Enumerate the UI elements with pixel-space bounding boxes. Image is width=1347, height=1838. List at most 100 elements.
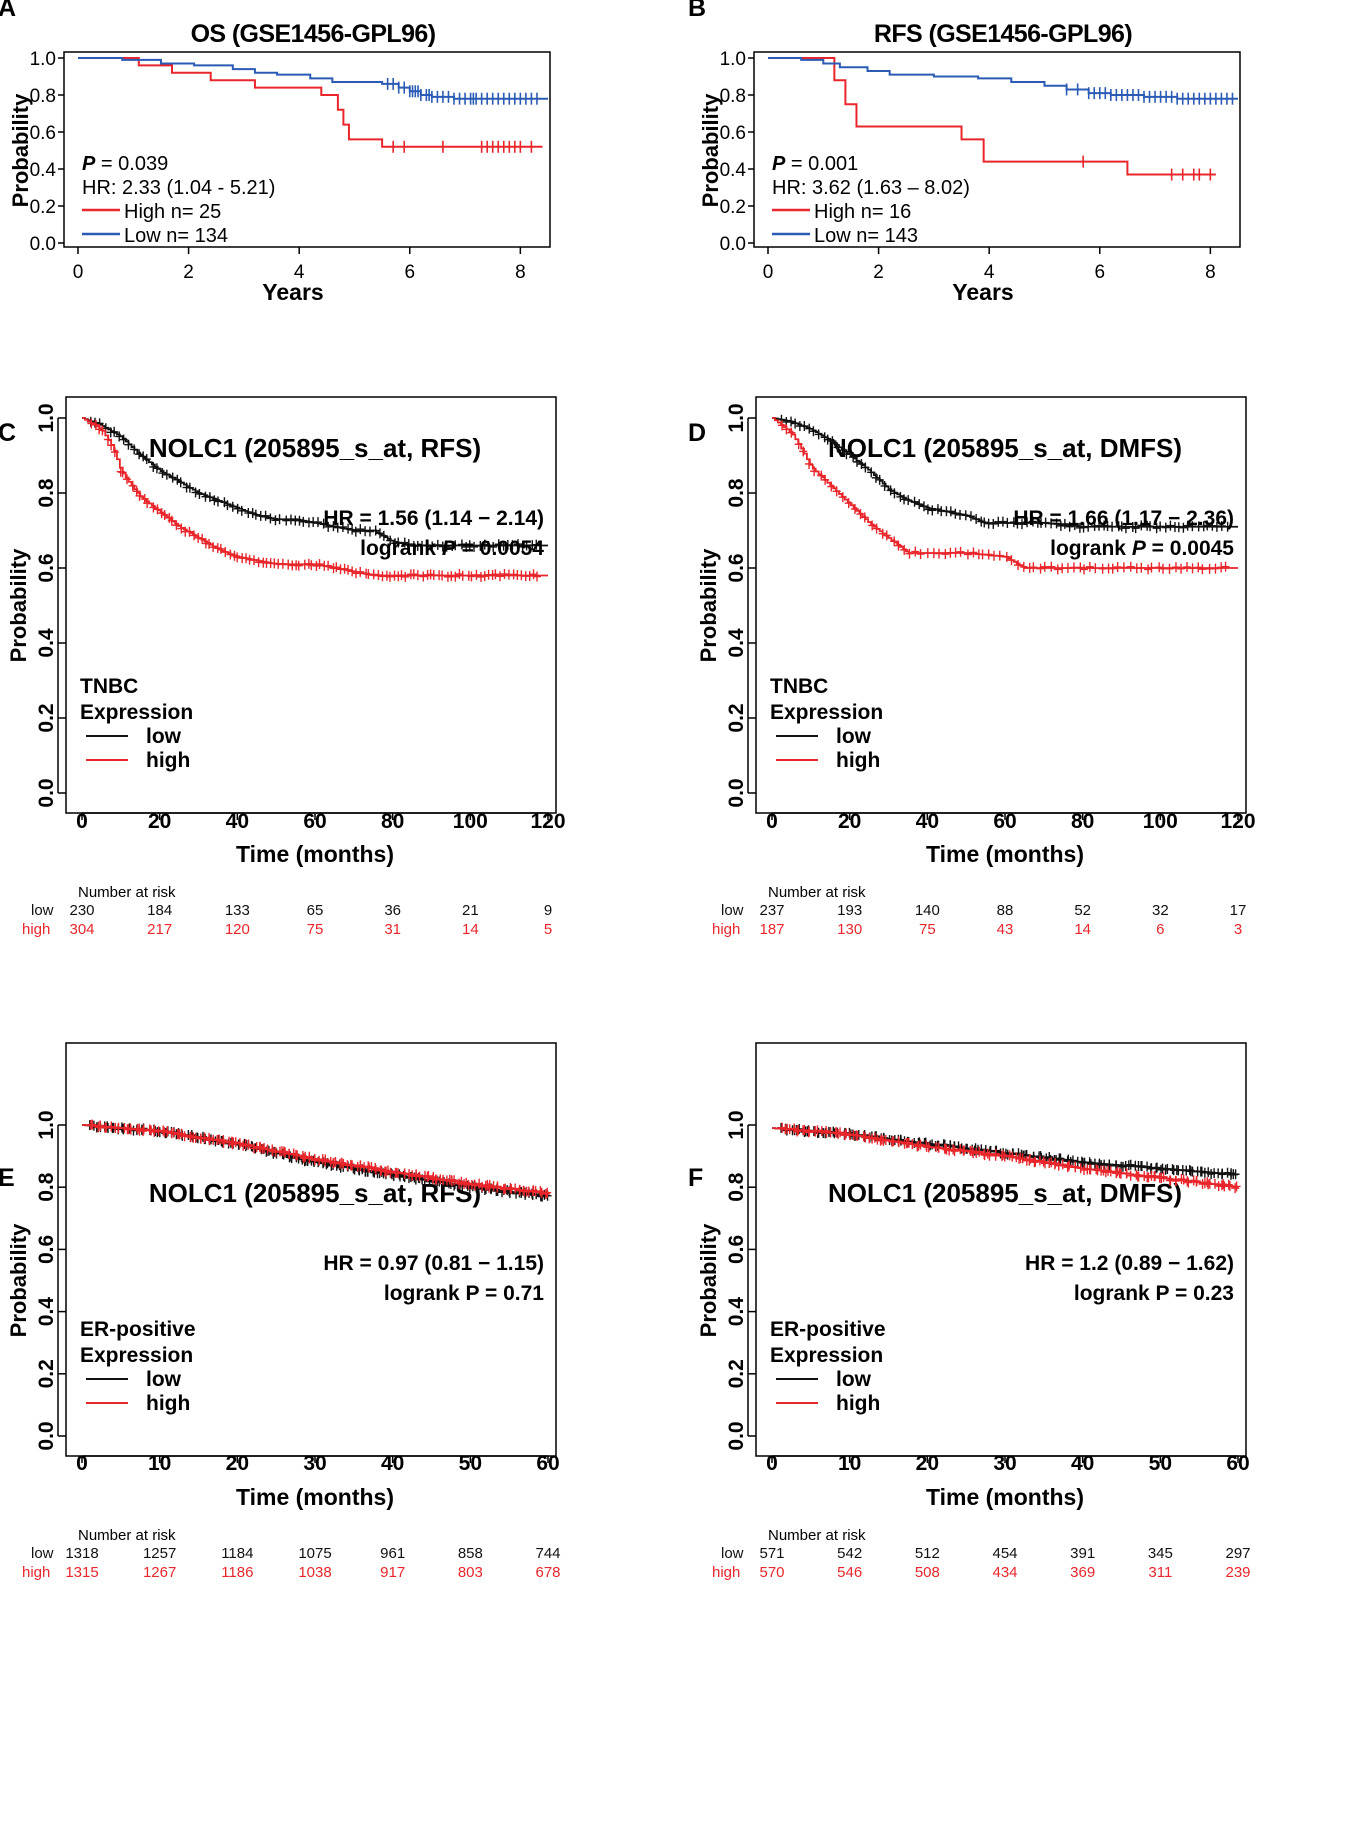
x-axis-title: Years <box>952 279 1013 305</box>
p-value: = 0.039 <box>95 153 168 175</box>
x-tick-label: 40 <box>916 810 939 833</box>
y-tick-label: 0.4 <box>720 160 747 181</box>
x-axis-title: Years <box>262 279 323 305</box>
risk-value: 512 <box>914 1545 940 1562</box>
legend-subtitle: Expression <box>770 701 883 724</box>
chart-svg-a: OS (GSE1456-GPL96) 0.0 0.2 0.4 0.6 0.8 1.0 0 2 4 6… <box>8 20 551 305</box>
risk-value: 230 <box>69 902 95 919</box>
risk-value: 120 <box>224 921 250 938</box>
panel-letter: D <box>688 419 707 447</box>
panel-letter: E <box>0 1164 15 1192</box>
risk-value: 304 <box>69 921 95 938</box>
risk-value: 570 <box>759 1564 785 1581</box>
risk-value: 65 <box>306 902 324 919</box>
p-value-annotation: P = 0.001 <box>772 153 858 175</box>
y-tick-label: 0.2 <box>725 703 748 732</box>
risk-value: 1318 <box>65 1545 99 1562</box>
panel-e-er-rfs-chart: NOLC1 (205895_s_at, RFS) 0.0 0.2 0.4 0.6 0.8 1… <box>0 1042 660 1838</box>
y-tick-label: 0.6 <box>720 123 746 144</box>
legend-label: low <box>146 1368 182 1391</box>
risk-row-label: low <box>721 902 744 919</box>
y-tick-label: 0.0 <box>35 1421 58 1450</box>
risk-value: 9 <box>543 902 553 919</box>
y-tick-label: 0.2 <box>35 1359 58 1388</box>
risk-value: 678 <box>535 1564 561 1581</box>
legend-title: TNBC <box>80 675 138 698</box>
survival-curve-low <box>78 57 548 100</box>
y-axis-title: Probability <box>6 1223 31 1337</box>
risk-value: 88 <box>996 902 1014 919</box>
y-tick-label: 0.0 <box>720 234 746 255</box>
x-tick-label: 50 <box>1149 1452 1172 1475</box>
x-tick-label: 2 <box>873 262 884 283</box>
risk-value: 961 <box>380 1545 406 1562</box>
panel-letter: B <box>688 0 707 22</box>
risk-value: 187 <box>759 921 785 938</box>
y-tick-label: 0.2 <box>30 197 56 218</box>
legend-label: high <box>836 749 880 772</box>
x-tick-label: 6 <box>404 262 415 283</box>
y-axis-title: Probability <box>698 93 723 207</box>
legend-label: High n= 25 <box>124 201 221 223</box>
risk-value: 193 <box>837 902 863 919</box>
risk-value: 140 <box>914 902 940 919</box>
legend-label: high <box>146 1392 190 1415</box>
plot-frame <box>755 1042 1247 1457</box>
chart-svg-d: NOLC1 (205895_s_at, DMFS) 0.0 0.2 0.4 0.6 0.8… <box>696 396 1256 867</box>
legend-label: high <box>146 749 190 772</box>
survival-curve-high <box>768 57 1216 176</box>
risk-value: 391 <box>1070 1545 1096 1562</box>
survival-curve-low <box>768 57 1238 100</box>
risk-value: 1315 <box>65 1564 99 1581</box>
risk-value: 803 <box>457 1564 483 1581</box>
y-tick-label: 1.0 <box>35 403 58 432</box>
panel-b-rfs-chart: RFS (GSE1456-GPL96) 0.0 0.2 0.4 0.6 0.8 1.0 0 2 4… <box>688 0 1347 360</box>
number-at-risk-title: Number at risk <box>768 1527 866 1544</box>
risk-value: 1075 <box>298 1545 332 1562</box>
logrank-label: logrank P = 0.23 <box>1074 1282 1234 1305</box>
chart-svg-f: NOLC1 (205895_s_at, DMFS) 0.0 0.2 0.4 0.6 0.8… <box>696 1042 1250 1510</box>
legend-label: low <box>836 725 872 748</box>
panel-f-er-dmfs-chart: NOLC1 (205895_s_at, DMFS) 0.0 0.2 0.4 0.6 0.8… <box>688 1042 1347 1838</box>
risk-value: 6 <box>1156 921 1165 938</box>
x-tick-label: 10 <box>148 1452 171 1475</box>
risk-value: 36 <box>384 902 401 919</box>
risk-value: 237 <box>759 902 785 919</box>
risk-row-label: high <box>712 1564 741 1581</box>
x-tick-label: 20 <box>226 1452 249 1475</box>
x-tick-label: 10 <box>838 1452 861 1475</box>
plot-frame <box>63 51 551 248</box>
risk-row-label: high <box>712 921 741 938</box>
risk-value: 52 <box>1074 902 1091 919</box>
risk-value: 542 <box>837 1545 863 1562</box>
x-tick-label: 0 <box>766 810 778 833</box>
risk-value: 32 <box>1151 902 1169 919</box>
risk-value: 75 <box>918 921 936 938</box>
y-tick-label: 1.0 <box>30 49 56 70</box>
plot-frame <box>753 51 1241 248</box>
x-tick-label: 6 <box>1094 262 1105 283</box>
p-value: = 0.0054 <box>456 537 544 560</box>
legend-label: low <box>146 725 182 748</box>
risk-value: 31 <box>384 921 401 938</box>
logrank-annotation: logrank P = 0.23 <box>1074 1282 1234 1305</box>
y-axis-title: Probability <box>6 548 31 662</box>
legend-label: high <box>836 1392 880 1415</box>
x-axis-title: Time (months) <box>926 841 1084 867</box>
y-tick-label: 0.0 <box>30 234 56 255</box>
y-tick-label: 0.4 <box>30 160 57 181</box>
x-tick-label: 120 <box>530 810 565 833</box>
y-tick-label: 0.8 <box>35 1172 58 1202</box>
hazard-ratio-annotation: HR = 1.56 (1.14 − 2.14) <box>323 507 544 530</box>
x-tick-label: 0 <box>76 1452 88 1475</box>
p-value: = 0.0045 <box>1146 537 1234 560</box>
x-tick-label: 0 <box>73 262 84 283</box>
hazard-ratio-annotation: HR = 1.66 (1.17 − 2.36) <box>1013 507 1234 530</box>
risk-row-label: low <box>31 1545 54 1562</box>
risk-value: 130 <box>837 921 863 938</box>
number-at-risk-title: Number at risk <box>78 884 176 901</box>
x-tick-label: 0 <box>763 262 774 283</box>
number-at-risk-table: Number at risk low 1318 1257 1184 1075 961 858 7… <box>0 1527 660 1587</box>
hazard-ratio-annotation: HR: 3.62 (1.63 – 8.02) <box>772 177 970 199</box>
risk-value: 1267 <box>142 1564 177 1581</box>
